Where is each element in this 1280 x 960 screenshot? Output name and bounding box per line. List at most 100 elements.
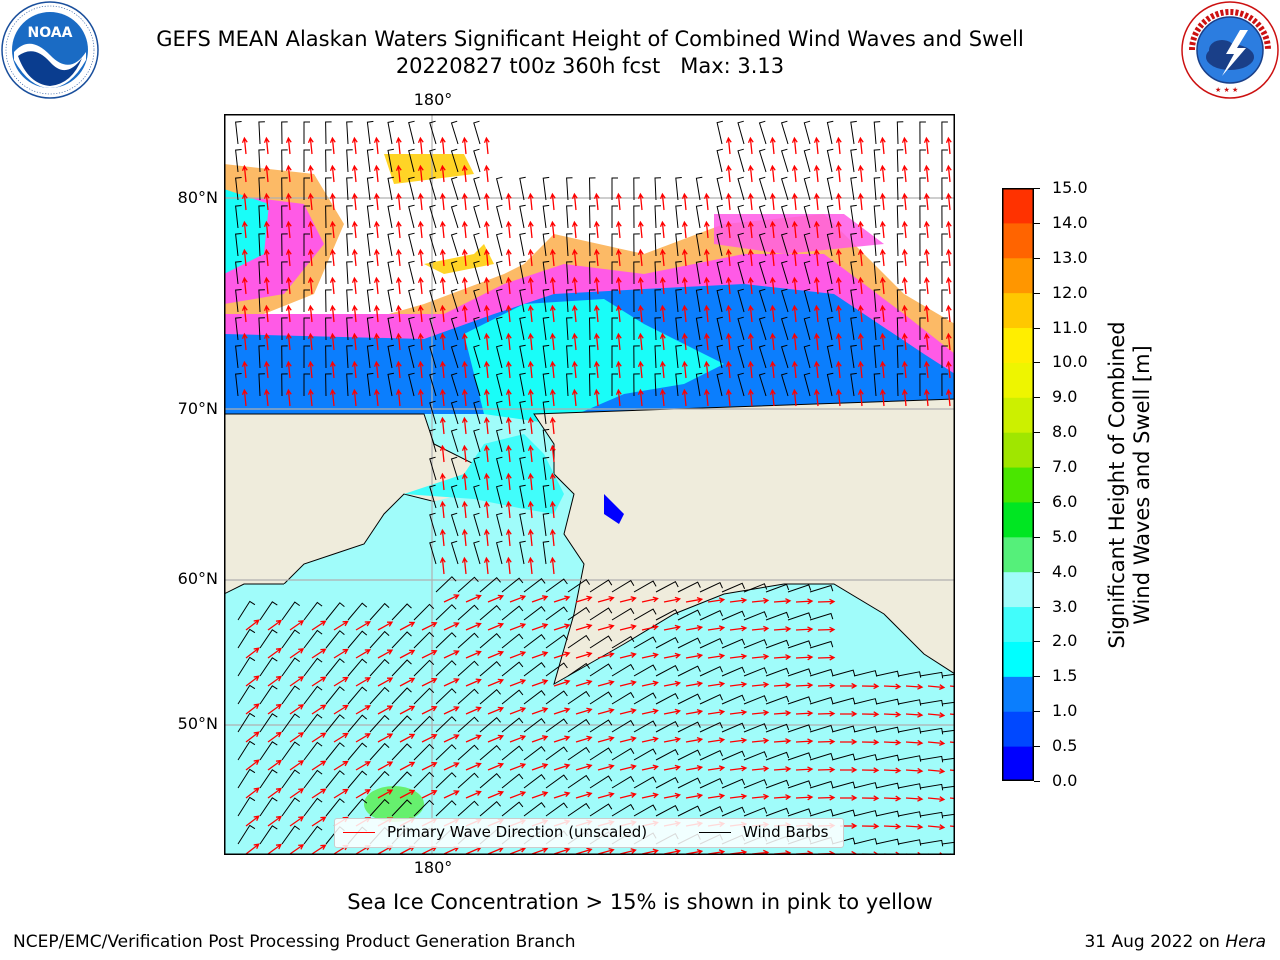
wave-arrow [311,844,327,855]
colorbar-tick-mark [1034,781,1040,782]
wind-barb [369,798,390,817]
wave-arrow [703,276,710,295]
wave-arrow [923,388,930,407]
wind-barb [809,752,834,761]
wave-arrow [285,332,292,351]
wave-arrow [417,192,424,211]
wave-arrow [549,332,556,351]
wave-arrow [905,795,924,802]
wave-arrow [333,760,349,771]
wind-barb [654,345,662,369]
wave-arrow [593,332,600,351]
wave-arrow [377,789,394,799]
wind-barb [258,317,265,341]
wave-arrow [619,848,637,855]
noaa-logo-text: NOAA [28,25,73,41]
wave-arrow [707,681,726,688]
wave-arrow [593,276,600,295]
footer-date-text: 31 Aug 2022 on [1084,932,1226,952]
wave-arrow [685,736,704,743]
colorbar-tick-mark [1034,292,1040,294]
wind-barb [941,673,955,677]
wind-barb [495,512,503,537]
wave-arrow [289,788,305,799]
wind-barb [366,372,374,397]
wave-arrow [509,706,527,715]
wind-barb [501,605,524,621]
wave-arrow [593,248,600,267]
wave-arrow [949,825,955,828]
wind-barb [611,607,635,621]
wave-arrow [923,136,930,155]
wind-barb [408,260,415,285]
wave-arrow [465,678,482,687]
wind-barb [803,204,811,229]
wind-barb [413,631,435,649]
wind-barb [743,751,768,761]
wave-arrow [835,248,842,267]
wind-barb [743,583,768,593]
wind-barb [303,289,310,312]
wind-barb [519,176,526,201]
wind-barb [366,176,374,201]
wave-arrow [461,248,468,267]
wind-barb [435,604,457,621]
wind-barb [765,667,790,677]
wind-barb [473,400,481,425]
wind-barb [780,372,789,397]
colorbar-tick-mark [1034,432,1040,434]
wind-barb [896,289,904,313]
wind-barb [258,177,265,201]
wave-arrow [619,708,637,715]
wave-arrow [483,360,490,379]
wave-arrow [395,220,402,239]
wind-barb [787,780,812,789]
wave-arrow [553,847,571,855]
wind-barb [716,120,724,145]
wave-arrow [461,556,468,575]
wave-arrow [439,528,446,547]
wind-barb [853,698,878,705]
colorbar-tick-label: 1.0 [1052,701,1078,721]
wave-arrow [483,332,490,351]
wind-barb [941,149,948,173]
wind-barb [853,782,878,789]
wind-barb [413,603,435,621]
wind-barb [765,807,790,817]
wind-barb [258,345,265,369]
wave-arrow [703,248,710,267]
wave-arrow [619,652,637,659]
wave-arrow [901,220,908,239]
wind-barb [303,601,323,621]
wave-arrow [373,248,380,267]
siberia-land [224,413,490,595]
wave-arrow [307,388,314,407]
wave-arrow [351,164,358,183]
wind-barb [495,456,503,481]
wave-legend-swatch [343,832,375,833]
wave-arrow [509,678,527,687]
wind-barb [695,372,703,397]
wind-barb [435,716,457,733]
wind-barb [809,584,834,593]
wave-arrow [483,276,490,295]
wave-arrow [707,709,726,716]
wave-arrow [461,444,468,463]
wind-barb [369,770,390,789]
wind-barb [519,344,526,369]
wave-arrow [703,332,710,351]
wind-barb [743,695,768,705]
wave-arrow [289,760,305,771]
wave-arrow [245,759,260,771]
wave-arrow [751,765,770,772]
wind-barb [281,713,300,733]
wave-arrow [857,304,864,323]
wave-arrow [923,276,930,295]
wave-arrow [487,790,505,799]
wind-barb [633,580,657,593]
wind-barb [873,121,881,145]
wind-barb [716,344,724,369]
colorbar-bin [1002,222,1034,259]
wave-arrow [549,192,556,211]
wind-barb [566,233,573,257]
